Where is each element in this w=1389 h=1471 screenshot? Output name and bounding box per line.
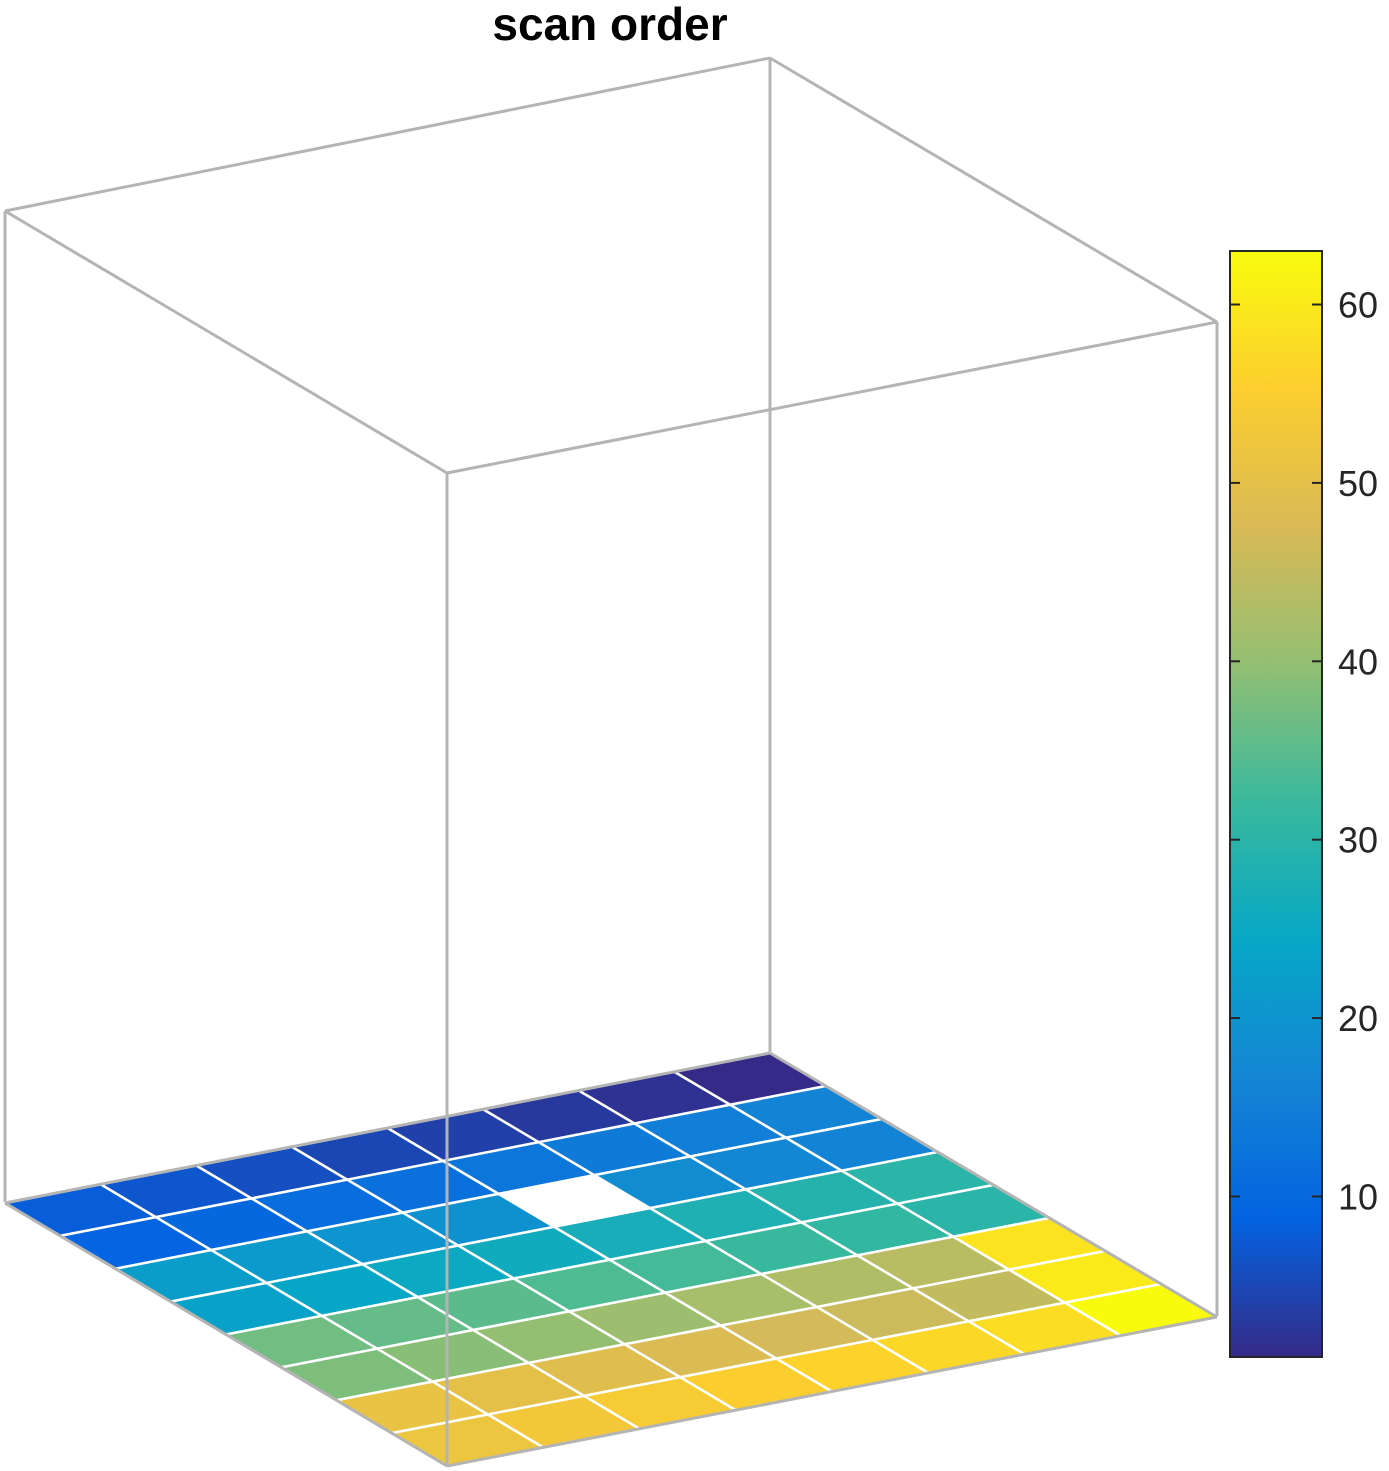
- colorbar-ticks: 10 20 30 40 50 60: [1230, 285, 1378, 1217]
- box-bottom-front-left-edge: [4, 1201, 448, 1468]
- colorbar-tick-label: 30: [1338, 820, 1378, 861]
- colorbar-tick-label: 10: [1338, 1176, 1378, 1217]
- colorbar-tick-label: 40: [1338, 641, 1378, 682]
- box-top-front-right-edge: [446, 320, 1218, 475]
- box-top-back-left-edge: [4, 56, 771, 213]
- colorbar: 10 20 30 40 50 60: [1229, 250, 1378, 1358]
- colorbar-gradient: [1229, 250, 1323, 1358]
- box-top-front-left-edge: [4, 209, 448, 475]
- box-top-back-right-edge: [769, 56, 1218, 324]
- colorbar-tick-label: 50: [1338, 463, 1378, 504]
- box-bottom-front-right-edge: [446, 1315, 1218, 1468]
- axes-box-back: [3, 56, 1219, 1317]
- colorbar-tick-label: 60: [1338, 285, 1378, 326]
- surface-plot: [1, 1051, 1221, 1468]
- axes-box-front: [4, 209, 1218, 1468]
- box-bottom-back-right-edge: [769, 1051, 1218, 1319]
- chart-title: scan order: [492, 0, 727, 50]
- colorbar-tick-label: 20: [1338, 998, 1378, 1039]
- box-bottom-back-left-edge: [4, 1051, 771, 1205]
